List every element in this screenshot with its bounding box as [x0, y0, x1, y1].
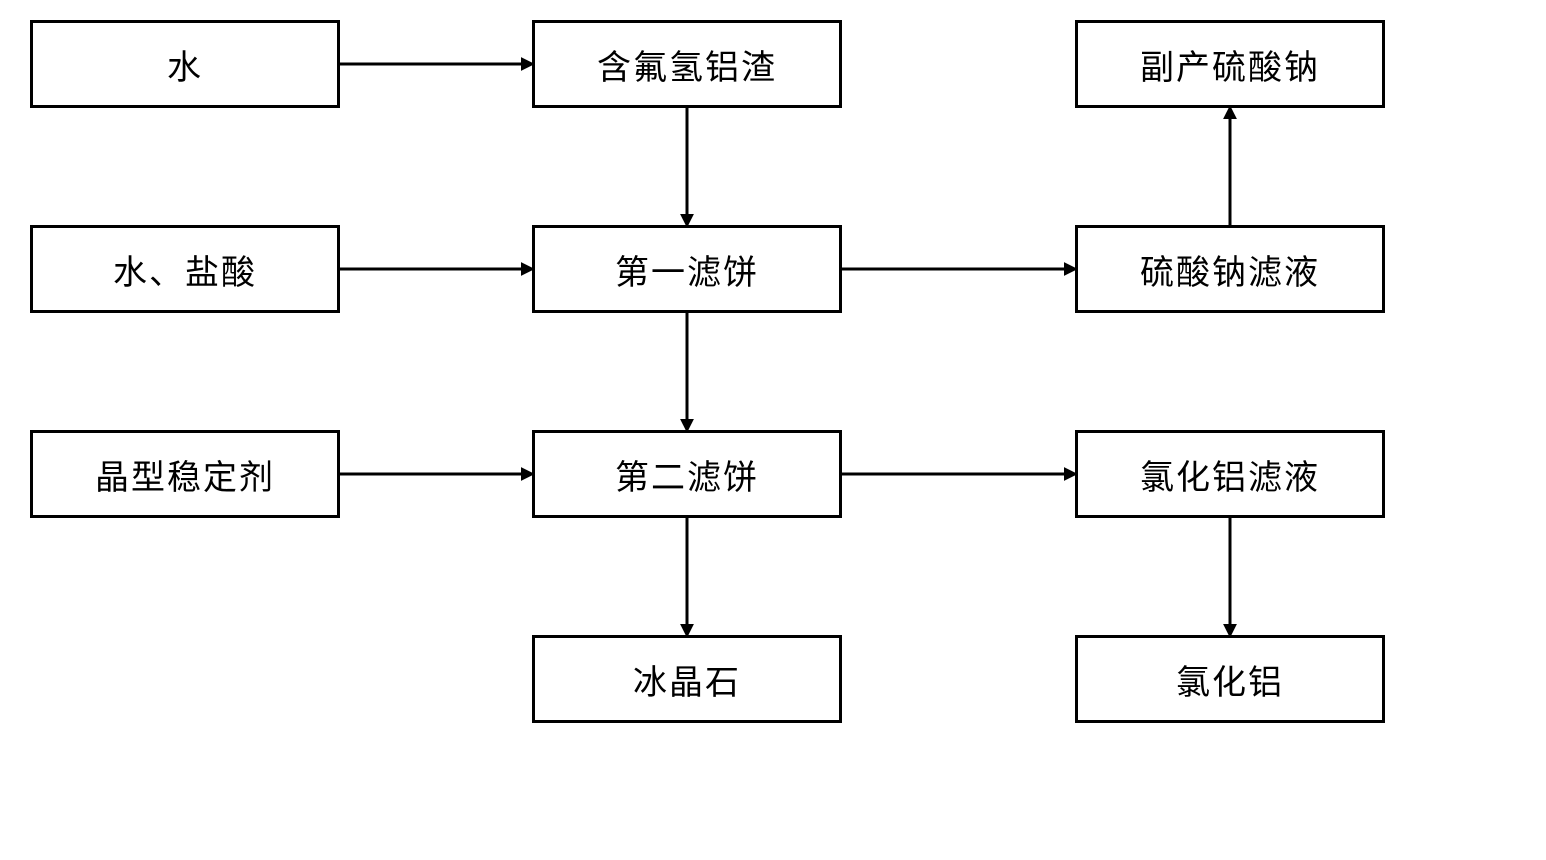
node-stabilizer: 晶型稳定剂	[30, 430, 340, 518]
node-label: 第二滤饼	[615, 450, 759, 499]
node-cake1: 第一滤饼	[532, 225, 842, 313]
node-water-hcl: 水、盐酸	[30, 225, 340, 313]
node-cake2: 第二滤饼	[532, 430, 842, 518]
node-label: 冰晶石	[633, 655, 741, 704]
node-label: 氯化铝滤液	[1140, 450, 1320, 499]
node-label: 晶型稳定剂	[95, 450, 275, 499]
node-label: 水	[167, 40, 203, 89]
node-alcl3-filtrate: 氯化铝滤液	[1075, 430, 1385, 518]
node-label: 第一滤饼	[615, 245, 759, 294]
node-label: 氯化铝	[1176, 655, 1284, 704]
node-label: 含氟氢铝渣	[597, 40, 777, 89]
node-byproduct: 副产硫酸钠	[1075, 20, 1385, 108]
node-label: 副产硫酸钠	[1140, 40, 1320, 89]
node-cryolite: 冰晶石	[532, 635, 842, 723]
node-label: 硫酸钠滤液	[1140, 245, 1320, 294]
node-na2so4-filtrate: 硫酸钠滤液	[1075, 225, 1385, 313]
node-alcl3: 氯化铝	[1075, 635, 1385, 723]
node-label: 水、盐酸	[113, 245, 257, 294]
node-water: 水	[30, 20, 340, 108]
flowchart-canvas: 水 含氟氢铝渣 副产硫酸钠 水、盐酸 第一滤饼 硫酸钠滤液 晶型稳定剂 第二滤饼…	[0, 0, 1546, 860]
node-fluor-slag: 含氟氢铝渣	[532, 20, 842, 108]
